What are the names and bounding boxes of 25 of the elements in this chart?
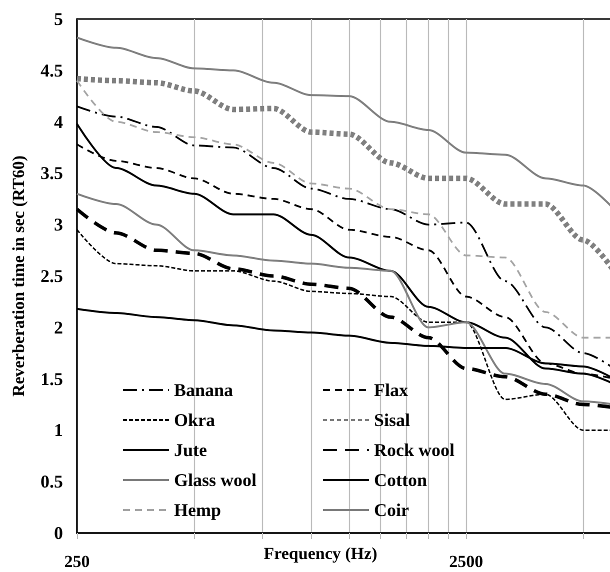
y-tick-label: 2 <box>54 317 63 338</box>
y-tick-label: 3.5 <box>40 163 63 184</box>
legend-label: Jute <box>174 440 208 460</box>
legend-label: Hemp <box>174 500 221 520</box>
y-tick-label: 4.5 <box>40 60 63 80</box>
y-axis-title: Reverberation time in sec (RT60) <box>9 155 28 397</box>
y-tick-label: 0.5 <box>40 472 63 492</box>
legend-label: Coir <box>374 500 409 520</box>
legend-label: Okra <box>174 410 216 430</box>
y-tick-label: 1 <box>54 420 63 440</box>
y-tick-label: 3 <box>54 214 63 235</box>
y-tick-label: 4 <box>54 112 63 132</box>
x-tick-label: 2500 <box>449 552 484 571</box>
legend-label: Cotton <box>374 470 427 490</box>
y-tick-label: 5 <box>54 9 63 29</box>
legend-label: Glass wool <box>174 470 257 490</box>
y-tick-label: 2.5 <box>40 266 63 286</box>
y-tick-label: 1.5 <box>40 368 63 389</box>
x-axis-title: Frequency (Hz) <box>264 544 378 563</box>
x-tick-label: 250 <box>64 552 90 571</box>
y-tick-label: 0 <box>54 523 63 543</box>
legend-label: Flax <box>374 380 408 400</box>
legend-label: Sisal <box>374 410 410 430</box>
legend-label: Banana <box>174 380 234 400</box>
legend-label: Rock wool <box>374 440 454 460</box>
